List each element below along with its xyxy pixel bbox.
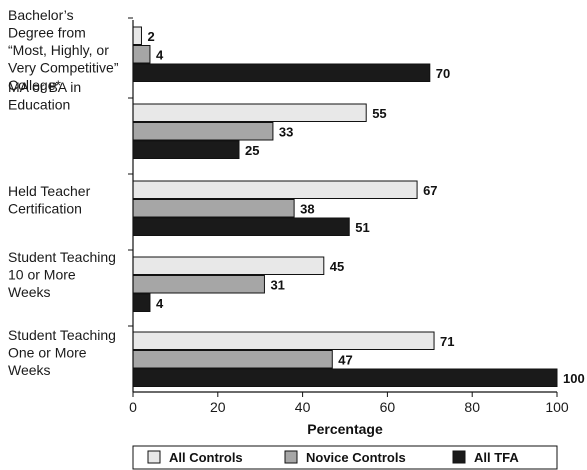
bar — [132, 256, 325, 275]
legend-label: Novice Controls — [306, 450, 406, 465]
legend-swatch — [284, 450, 298, 464]
x-tick-label: 100 — [545, 399, 569, 415]
bar — [132, 368, 558, 387]
category-label: One or More — [8, 345, 87, 361]
data-label: 4 — [156, 47, 164, 62]
category-label: “Most, Highly, or — [8, 42, 109, 58]
category-label: Student Teaching — [8, 327, 116, 343]
data-label: 51 — [355, 220, 369, 235]
bar — [132, 180, 418, 199]
bar — [132, 122, 274, 141]
bar — [132, 275, 265, 294]
data-label: 25 — [245, 143, 259, 158]
category-label: Held Teacher — [8, 183, 91, 199]
bar — [132, 331, 435, 350]
data-label: 4 — [156, 296, 164, 311]
category-label: Weeks — [8, 284, 51, 300]
x-axis-title: Percentage — [307, 421, 383, 437]
data-label: 45 — [330, 259, 344, 274]
legend-box — [132, 445, 558, 470]
x-tick-label: 80 — [464, 399, 480, 415]
x-tick-label: 60 — [380, 399, 396, 415]
category-label: Student Teaching — [8, 249, 116, 265]
data-label: 71 — [440, 334, 454, 349]
data-label: 55 — [372, 106, 386, 121]
bar — [132, 45, 151, 64]
bar — [132, 217, 350, 236]
data-label: 70 — [436, 66, 450, 81]
legend-swatch — [452, 450, 466, 464]
legend-label: All TFA — [474, 450, 519, 465]
category-label: Weeks — [8, 362, 51, 378]
x-tick-label: 0 — [129, 399, 137, 415]
data-label: 33 — [279, 124, 293, 139]
bar — [132, 350, 333, 369]
data-label: 2 — [147, 29, 154, 44]
category-label: College* — [8, 77, 61, 93]
data-label: 38 — [300, 201, 314, 216]
bar — [132, 140, 240, 159]
data-label: 31 — [270, 277, 284, 292]
legend-swatch — [147, 450, 161, 464]
category-label: Certification — [8, 201, 82, 217]
bar — [132, 199, 295, 218]
bar — [132, 26, 142, 45]
data-label: 100 — [563, 371, 585, 386]
x-tick-label: 20 — [210, 399, 226, 415]
category-label: Education — [8, 97, 70, 113]
x-tick-label: 40 — [295, 399, 311, 415]
bar — [132, 63, 431, 82]
category-label: Bachelor’s — [8, 7, 74, 23]
category-label: Very Competitive” — [8, 60, 119, 76]
bar — [132, 103, 367, 122]
category-label: MA or BA in — [8, 79, 81, 95]
bar — [132, 293, 151, 312]
category-label: 10 or More — [8, 267, 76, 283]
legend-label: All Controls — [169, 450, 243, 465]
category-label: Degree from — [8, 25, 86, 41]
data-label: 67 — [423, 183, 437, 198]
data-label: 47 — [338, 352, 352, 367]
